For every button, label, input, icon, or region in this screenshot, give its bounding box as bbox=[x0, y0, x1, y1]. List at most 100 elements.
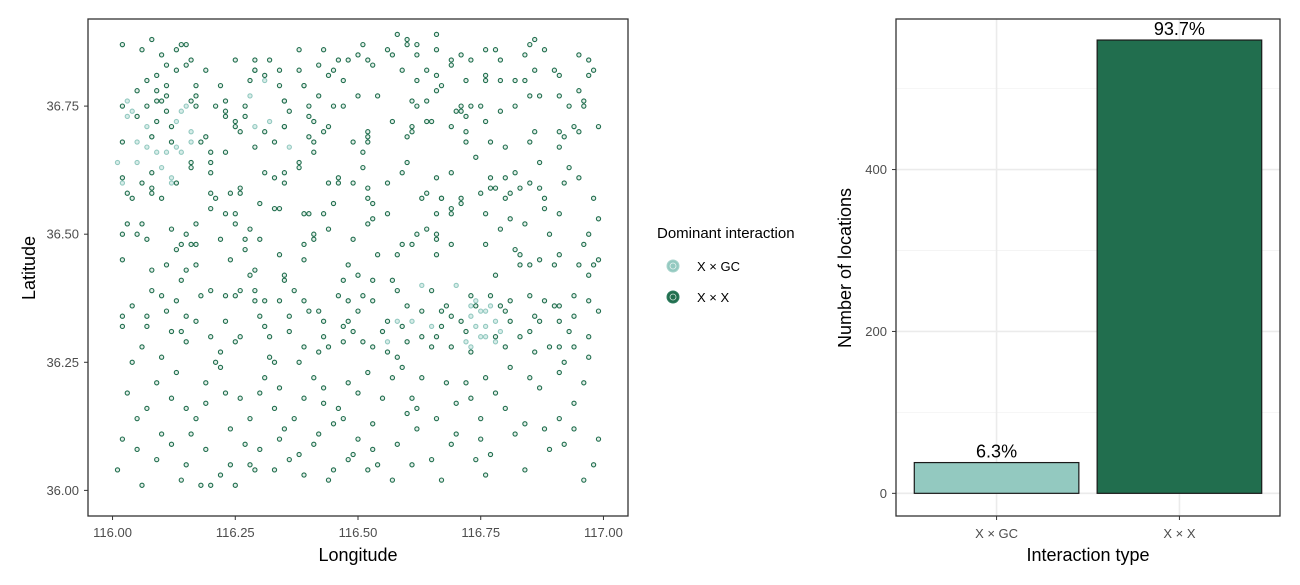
scatter-point bbox=[487, 451, 494, 458]
bar bbox=[1096, 39, 1263, 494]
scatter-point bbox=[330, 103, 337, 109]
scatter-point bbox=[512, 103, 518, 109]
scatter-point bbox=[409, 462, 415, 468]
scatter-point bbox=[522, 467, 528, 473]
scatter-point bbox=[394, 252, 400, 258]
scatter-point bbox=[144, 123, 150, 130]
scatter-point bbox=[536, 93, 543, 99]
scatter-point bbox=[399, 170, 405, 176]
scatter-point bbox=[208, 159, 214, 166]
scatter-x-tick-label: 116.25 bbox=[216, 525, 255, 540]
scatter-point bbox=[365, 185, 371, 191]
scatter-point bbox=[419, 334, 425, 340]
scatter-point bbox=[532, 313, 538, 319]
scatter-point bbox=[134, 139, 140, 145]
scatter-point bbox=[149, 185, 155, 191]
scatter-point bbox=[276, 205, 283, 212]
scatter-point bbox=[271, 405, 278, 412]
scatter-point bbox=[134, 113, 140, 120]
scatter-point bbox=[163, 262, 170, 268]
scatter-point bbox=[188, 241, 194, 248]
scatter-point bbox=[198, 482, 204, 488]
scatter-point bbox=[291, 415, 297, 422]
scatter-point bbox=[404, 134, 410, 140]
scatter-point bbox=[546, 446, 553, 453]
scatter-point bbox=[433, 88, 440, 94]
scatter-point bbox=[448, 344, 454, 350]
scatter-point bbox=[463, 380, 469, 386]
scatter-point bbox=[468, 349, 474, 355]
scatter-point bbox=[536, 185, 543, 191]
scatter-point bbox=[551, 262, 558, 268]
bars: 6.3% 93.7% bbox=[913, 19, 1263, 494]
scatter-point bbox=[281, 170, 288, 176]
scatter-point bbox=[193, 221, 199, 227]
scatter-point bbox=[487, 175, 494, 181]
scatter-point bbox=[458, 318, 464, 324]
scatter-point bbox=[188, 431, 194, 437]
scatter-point bbox=[419, 195, 425, 201]
scatter-point bbox=[183, 41, 189, 48]
scatter-point bbox=[590, 67, 597, 73]
scatter-point bbox=[114, 159, 121, 166]
scatter-point bbox=[296, 67, 302, 73]
scatter-y-tick-label: 36.75 bbox=[46, 99, 79, 114]
scatter-points bbox=[114, 31, 602, 488]
scatter-point bbox=[468, 344, 474, 350]
scatter-point bbox=[203, 67, 209, 73]
scatter-point bbox=[497, 108, 504, 114]
scatter-point bbox=[497, 57, 504, 63]
scatter-point bbox=[424, 226, 430, 232]
scatter-point bbox=[325, 344, 332, 350]
scatter-point bbox=[222, 211, 229, 217]
scatter-point bbox=[502, 144, 508, 150]
scatter-point bbox=[163, 108, 170, 114]
scatter-point bbox=[335, 57, 342, 63]
scatter-point bbox=[168, 180, 175, 186]
scatter-point bbox=[590, 195, 597, 201]
scatter-point bbox=[203, 400, 209, 406]
scatter-point bbox=[379, 328, 386, 335]
scatter-point bbox=[409, 241, 415, 248]
scatter-point bbox=[154, 456, 160, 463]
scatter-point bbox=[208, 149, 214, 155]
scatter-point bbox=[296, 164, 302, 171]
scatter-point bbox=[424, 67, 430, 73]
scatter-point bbox=[433, 211, 440, 217]
scatter-point bbox=[232, 339, 238, 345]
scatter-point bbox=[478, 436, 484, 442]
scatter-point bbox=[453, 400, 459, 406]
scatter-point bbox=[217, 82, 224, 89]
scatter-point bbox=[139, 344, 145, 350]
scatter-point bbox=[350, 139, 356, 145]
scatter-point bbox=[252, 57, 258, 63]
bar-y-axis-title: Number of locations bbox=[835, 188, 855, 348]
scatter-point bbox=[296, 47, 302, 53]
scatter-point bbox=[247, 93, 253, 99]
scatter-point bbox=[384, 47, 391, 53]
scatter-point bbox=[414, 231, 420, 237]
scatter-point bbox=[262, 77, 268, 84]
scatter-point bbox=[394, 318, 400, 324]
scatter-point bbox=[409, 129, 415, 135]
scatter-point bbox=[428, 323, 435, 330]
scatter-point bbox=[281, 98, 288, 104]
scatter-point bbox=[586, 354, 592, 360]
scatter-point bbox=[340, 103, 346, 109]
scatter-point bbox=[212, 195, 219, 201]
scatter-point bbox=[296, 451, 302, 458]
scatter-point bbox=[183, 313, 189, 319]
scatter-y-axis-title: Latitude bbox=[19, 236, 39, 300]
scatter-point bbox=[473, 298, 479, 304]
scatter-point bbox=[482, 308, 489, 314]
scatter-point bbox=[551, 303, 558, 309]
scatter-point bbox=[134, 231, 140, 237]
scatter-point bbox=[232, 57, 238, 63]
legend-title: Dominant interaction bbox=[657, 225, 795, 242]
scatter-point bbox=[335, 180, 342, 186]
scatter-point bbox=[438, 195, 445, 201]
scatter-point bbox=[252, 267, 258, 273]
scatter-point bbox=[168, 139, 175, 145]
scatter-point bbox=[149, 267, 155, 273]
